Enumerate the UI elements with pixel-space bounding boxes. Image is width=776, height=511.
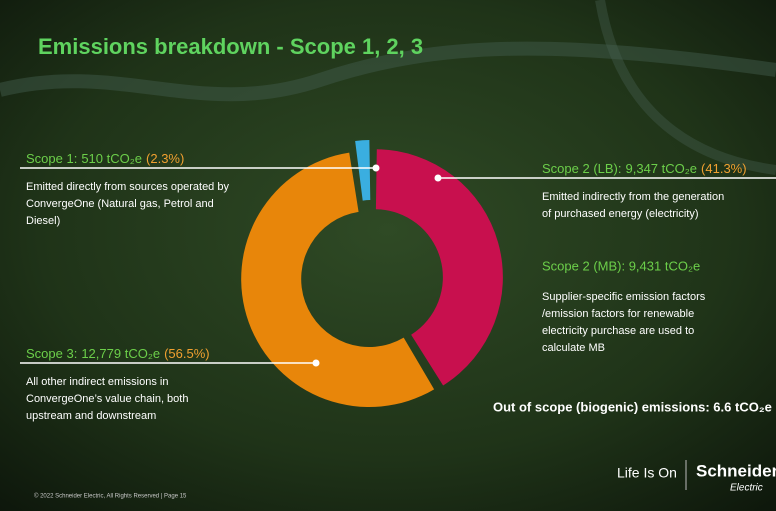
- label-heading: Scope 3: 12,779 tCO₂e (56.5%): [26, 346, 210, 361]
- label-description: All other indirect emissions in: [26, 376, 168, 388]
- label-description: upstream and downstream: [26, 410, 156, 422]
- annotation-line: calculate MB: [542, 342, 605, 354]
- category-label: Scope 1:: [26, 151, 77, 166]
- annotation-line: /emission factors for renewable: [542, 308, 694, 320]
- label-description: Diesel): [26, 215, 60, 227]
- brand-sub: Electric: [730, 483, 763, 494]
- annotation-heading: Scope 2 (MB): 9,431 tCO₂e: [542, 258, 700, 273]
- label-description: ConvergeOne (Natural gas, Petrol and: [26, 198, 214, 210]
- value-label: 510 tCO₂e: [81, 151, 142, 166]
- value-label: 9,347 tCO₂e: [626, 161, 698, 176]
- annotation-line: Supplier-specific emission factors: [542, 291, 706, 303]
- percent-label: (41.3%): [701, 161, 747, 176]
- tagline: Life Is On: [617, 465, 677, 481]
- label-description: Emitted directly from sources operated b…: [26, 181, 229, 193]
- percent-label: (2.3%): [146, 151, 184, 166]
- label-description: of purchased energy (electricity): [542, 208, 699, 220]
- label-heading: Scope 1: 510 tCO₂e (2.3%): [26, 151, 184, 166]
- percent-label: (56.5%): [164, 346, 210, 361]
- label-heading: Scope 2 (LB): 9,347 tCO₂e(41.3%): [542, 161, 747, 176]
- annotation-line: electricity purchase are used to: [542, 325, 694, 337]
- value-label: 12,779 tCO₂e: [81, 346, 160, 361]
- label-description: ConvergeOne’s value chain, both: [26, 393, 188, 405]
- leader-dot: [373, 165, 380, 172]
- brand: Schneider: [696, 461, 776, 480]
- background: [0, 0, 776, 511]
- slide: Emissions breakdown - Scope 1, 2, 3 Scop…: [0, 0, 776, 511]
- label-description: Emitted indirectly from the generation: [542, 191, 724, 203]
- footer-copyright: © 2022 Schneider Electric, All Rights Re…: [34, 493, 187, 500]
- category-label: Scope 2 (LB):: [542, 161, 622, 176]
- leader-dot: [313, 360, 320, 367]
- leader-dot: [435, 175, 442, 182]
- category-label: Scope 3:: [26, 346, 77, 361]
- title: Emissions breakdown - Scope 1, 2, 3: [38, 34, 423, 59]
- annotation: Out of scope (biogenic) emissions: 6.6 t…: [493, 399, 772, 414]
